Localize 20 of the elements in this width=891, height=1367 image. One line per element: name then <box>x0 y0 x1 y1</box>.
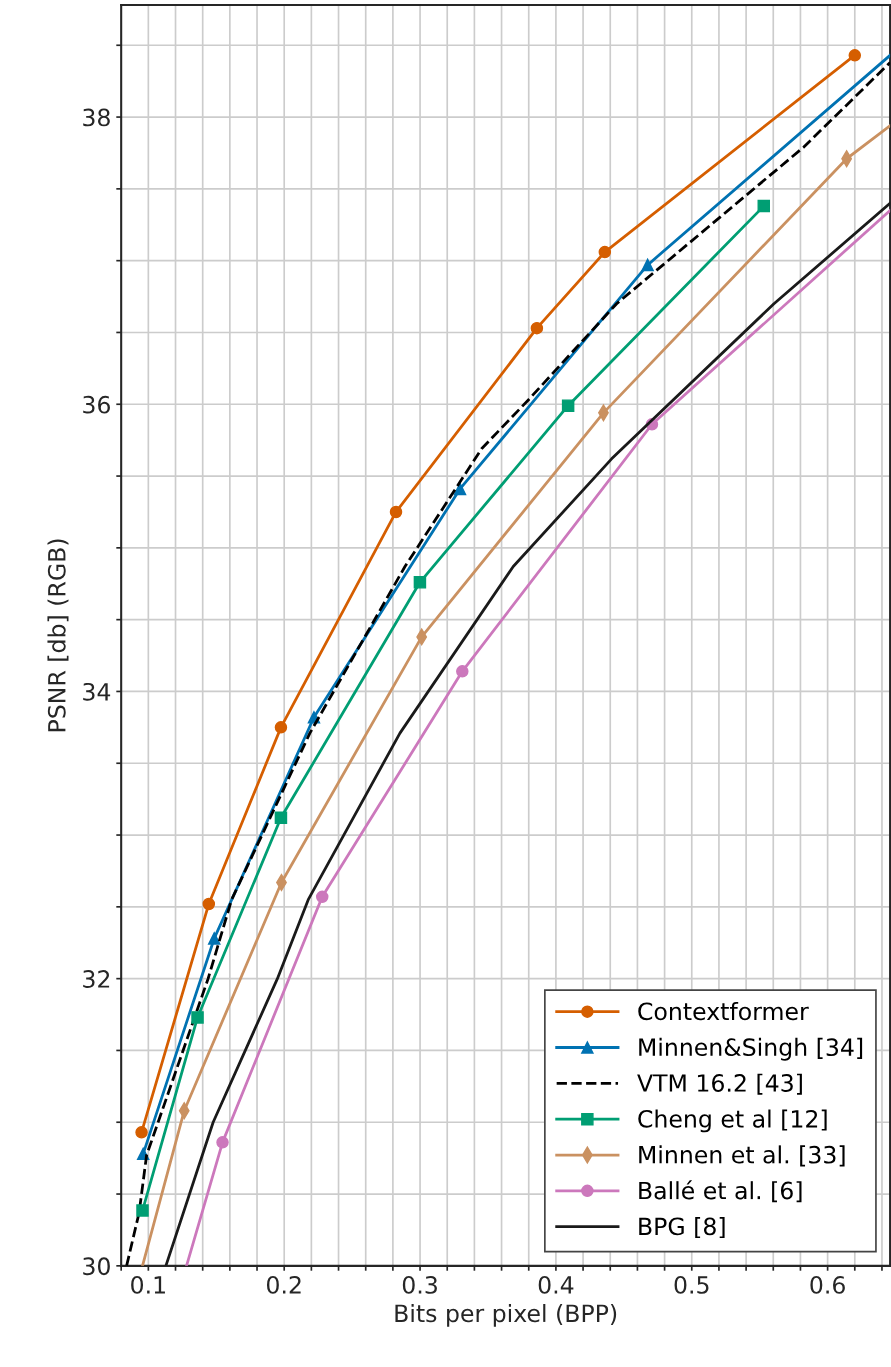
x-tick-label: 0.5 <box>674 1275 709 1294</box>
x-tick-label: 0.6 <box>810 1275 845 1294</box>
legend-label: Cheng et al [12] <box>638 1109 827 1133</box>
x-tick-label: 0.3 <box>402 1275 437 1294</box>
x-tick-label: 0.1 <box>131 1275 165 1294</box>
x-axis-title: Bits per pixel (BPP) <box>395 1303 617 1327</box>
y-tick-label: 34 <box>83 682 111 701</box>
legend-label: Contextformer <box>638 1002 809 1021</box>
legend-label: Ballé et al. [6] <box>639 1180 802 1203</box>
legend-label: BPG [8] <box>639 1217 725 1239</box>
x-tick-label: 0.2 <box>266 1275 301 1294</box>
y-tick-label: 36 <box>83 395 110 414</box>
legend-label: VTM 16.2 [43] <box>637 1073 802 1095</box>
y-tick-label: 30 <box>83 1257 110 1276</box>
y-tick-label: 32 <box>83 970 110 988</box>
y-tick-label: 38 <box>83 108 110 127</box>
legend-label: Minnen&Singh [34] <box>639 1037 863 1061</box>
x-tick-label: 0.4 <box>538 1275 574 1294</box>
y-axis-title: PSNR [db] (RGB) <box>47 539 69 732</box>
legend-label: Minnen et al. [33] <box>639 1145 845 1167</box>
